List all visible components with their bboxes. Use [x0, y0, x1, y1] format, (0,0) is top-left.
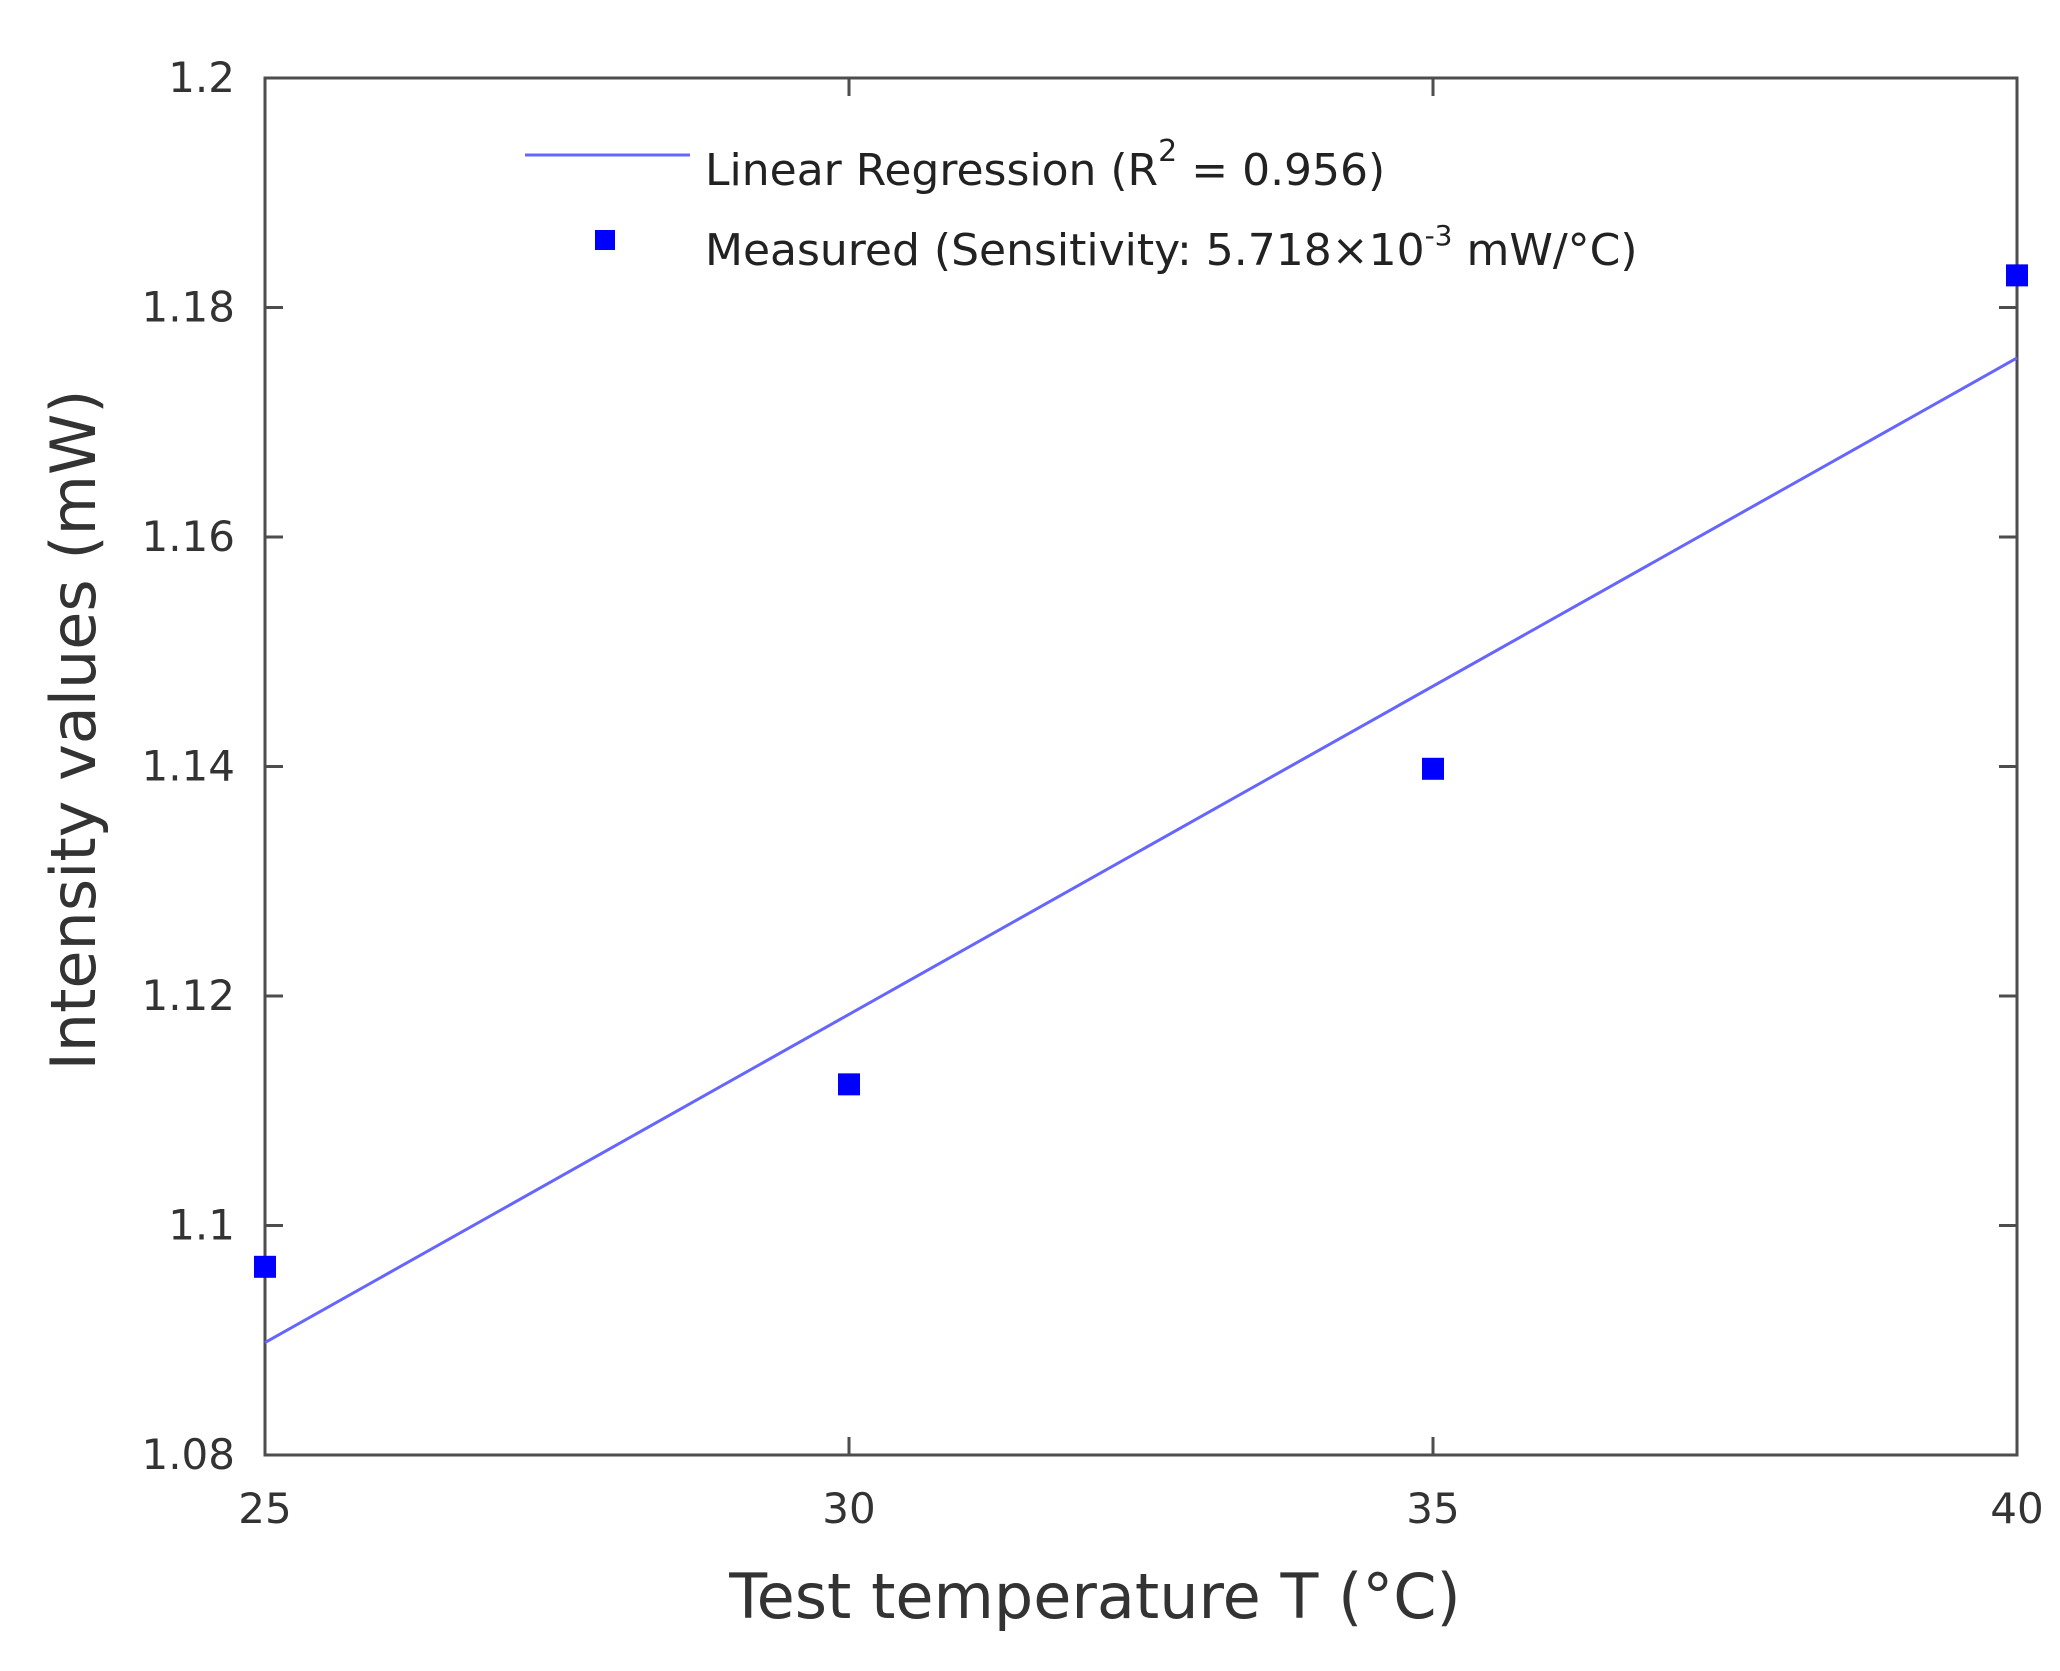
legend-regression-suffix: = 0.956): [1177, 145, 1385, 196]
y-tick-label: 1.2: [168, 53, 235, 102]
y-tick-label: 1.08: [141, 1430, 235, 1479]
x-tick-label: 30: [822, 1484, 875, 1533]
x-tick-label: 40: [1990, 1484, 2043, 1533]
regression-line: [264, 356, 2018, 1344]
legend-measured-swatch: [595, 230, 615, 250]
axes-layer: [263, 76, 2019, 1457]
legend-regression-label: Linear Regression (R2 = 0.956): [705, 134, 1385, 196]
y-tick-label: 1.1: [168, 1201, 235, 1250]
plot-frame: [263, 76, 2019, 1457]
ticks-layer: 25 30 35 40 1.08 1.1 1.12 1.14 1.16 1.18 1.2: [141, 53, 2043, 1533]
legend-measured-label: Measured (Sensitivity: 5.718×10-3 mW/°C): [705, 219, 1638, 276]
legend-regression-prefix: Linear Regression (R: [705, 145, 1158, 196]
measured-point: [1422, 757, 1444, 780]
y-tick-label: 1.18: [141, 283, 235, 332]
y-tick-label: 1.16: [141, 512, 235, 561]
y-tick-label: 1.14: [141, 742, 235, 791]
legend-regression-sup: 2: [1158, 134, 1177, 169]
x-tick-label: 25: [238, 1484, 291, 1533]
measured-point: [838, 1073, 860, 1096]
x-tick-label: 35: [1406, 1484, 1459, 1533]
legend-measured-sup: -3: [1425, 219, 1453, 252]
legend-measured-prefix: Measured (Sensitivity: 5.718×10: [705, 225, 1425, 276]
series-layer: [254, 264, 2028, 1344]
legend: Linear Regression (R2 = 0.956) Measured …: [525, 134, 1638, 276]
measured-point: [254, 1255, 276, 1278]
x-axis-title: Test temperature T (°C): [728, 1560, 1460, 1633]
y-tick-label: 1.12: [141, 971, 235, 1020]
legend-measured-suffix: mW/°C): [1453, 225, 1638, 276]
measured-point: [2006, 264, 2028, 287]
y-axis-title: Intensity values (mW): [37, 389, 110, 1070]
